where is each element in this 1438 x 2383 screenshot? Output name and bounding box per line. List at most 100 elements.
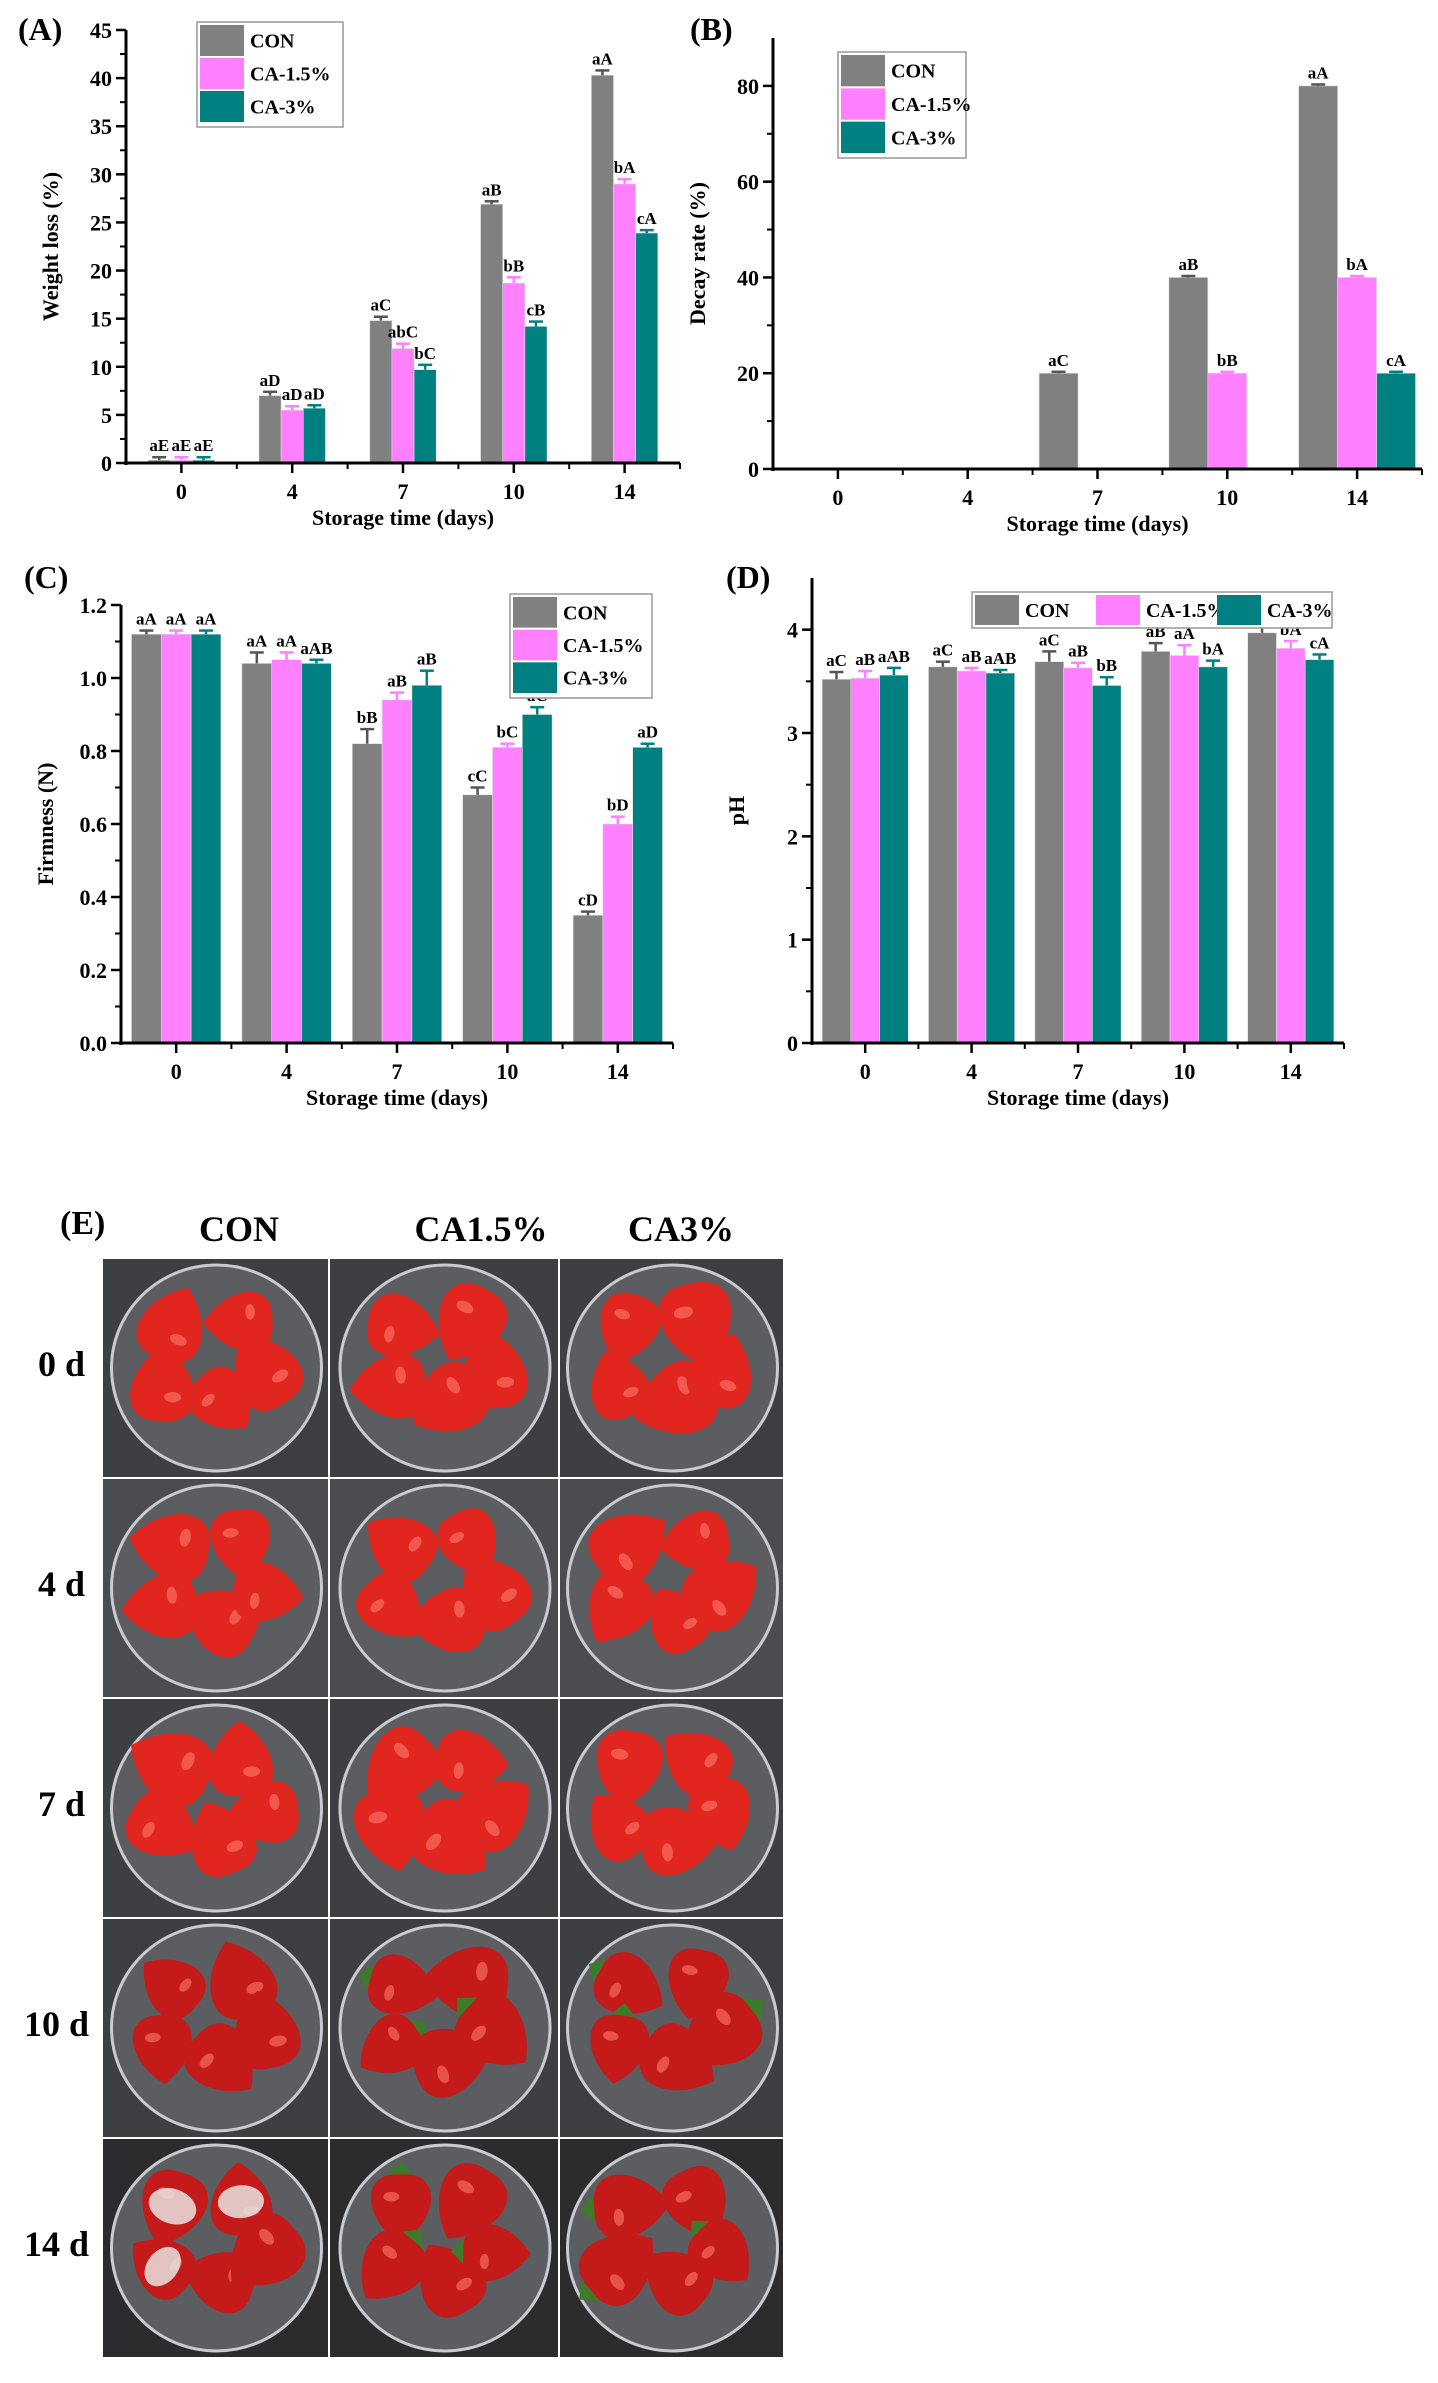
strawberry xyxy=(662,2165,726,2239)
firmness-y-tick-label: 1.0 xyxy=(80,666,108,691)
strawberry xyxy=(125,1790,198,1856)
strawberry xyxy=(131,1733,214,1807)
decay-rate-y-tick-label: 20 xyxy=(737,361,759,386)
weight-loss-y-tick-label: 15 xyxy=(90,307,112,332)
decay-rate-bar xyxy=(1038,372,1079,470)
strawberry-body xyxy=(353,1787,425,1872)
column-header-con: CON xyxy=(199,1209,279,1249)
weight-loss-x-tick-label: 0 xyxy=(176,479,187,504)
weight-loss-y-tick-label: 20 xyxy=(90,259,112,284)
strawberry-calyx xyxy=(741,1997,764,2022)
weight-loss-y-tick-label: 5 xyxy=(101,403,112,428)
strawberry-calyx xyxy=(610,2003,636,2018)
strawberry-body xyxy=(593,2174,670,2240)
strawberry-highlight xyxy=(625,1821,640,1835)
ph-bar xyxy=(1198,666,1228,1044)
strawberry xyxy=(203,1291,273,1351)
strawberry-highlight xyxy=(446,1377,460,1394)
weight-loss-significance-label: bA xyxy=(614,158,636,177)
ph-bar xyxy=(1092,685,1122,1044)
decay-rate-x-tick-label: 10 xyxy=(1216,485,1238,510)
strawberry xyxy=(461,1330,528,1409)
firmness-legend-swatch xyxy=(513,662,557,693)
strawberry-body xyxy=(463,2223,531,2282)
decay-rate-y-axis-title: Decay rate (%) xyxy=(685,182,710,325)
strawberry-body xyxy=(578,2234,653,2306)
weight-loss-y-tick-label: 10 xyxy=(90,355,112,380)
decay-rate-bar xyxy=(1168,277,1209,470)
ph-significance-label: aAB xyxy=(878,647,910,666)
strawberry-body xyxy=(685,1992,763,2066)
decay-rate-x-tick-label: 4 xyxy=(962,485,973,510)
strawberry-highlight xyxy=(370,1599,385,1613)
mold-spot xyxy=(217,2185,265,2219)
strawberry-body xyxy=(136,1287,203,1364)
strawberry xyxy=(451,2223,531,2282)
strawberry-calyx xyxy=(580,2194,596,2223)
weight-loss-x-tick-label: 7 xyxy=(398,479,409,504)
strawberry-highlight xyxy=(602,2031,619,2041)
decay-rate-x-tick-label: 14 xyxy=(1346,485,1368,510)
strawberry xyxy=(142,2169,209,2246)
decay-rate-y-tick-label: 60 xyxy=(737,170,759,195)
strawberry-highlight xyxy=(269,2035,287,2047)
firmness-bar xyxy=(411,684,443,1044)
strawberry xyxy=(360,2013,427,2073)
decay-rate-y-tick-label: 40 xyxy=(737,265,759,290)
strawberry-highlight xyxy=(166,1586,178,1604)
strawberry-highlight xyxy=(700,1522,710,1539)
ph-significance-label: aB xyxy=(1068,642,1088,661)
ph-legend-swatch xyxy=(1217,595,1261,625)
decay-rate-y-tick-label: 80 xyxy=(737,74,759,99)
strawberry xyxy=(233,1990,301,2070)
strawberry-highlight xyxy=(684,2271,698,2287)
ph-y-tick-label: 1 xyxy=(787,928,798,953)
firmness-y-tick-label: 0.0 xyxy=(80,1031,108,1056)
firmness-legend-label: CA-3% xyxy=(563,668,629,690)
firmness-significance-label: aA xyxy=(276,631,298,650)
strawberry xyxy=(356,1571,420,1637)
firmness-bar xyxy=(522,714,553,1044)
weight-loss-x-axis-title: Storage time (days) xyxy=(312,505,494,530)
strawberry-body xyxy=(230,2212,306,2286)
strawberry-highlight xyxy=(681,1965,698,1976)
strawberry-highlight xyxy=(683,1617,698,1630)
row-header-14d: 14 d xyxy=(24,2224,90,2264)
strawberry xyxy=(121,1573,198,1638)
decay-rate-chart: (B) aC aB aA bB bA cA 0 20 40 60 80 0 4 7 10 14 Storage t… xyxy=(685,11,1423,536)
strawberry xyxy=(600,1292,662,1363)
firmness-y-tick-label: 0.4 xyxy=(80,885,108,910)
ph-legend-swatch xyxy=(975,595,1019,625)
firmness-significance-label: bB xyxy=(357,708,378,727)
strawberry-highlight xyxy=(259,2228,274,2245)
weight-loss-significance-label: aD xyxy=(304,384,325,403)
strawberry-highlight xyxy=(199,2053,214,2068)
strawberry-highlight xyxy=(368,1811,388,1824)
strawberry-body xyxy=(130,1345,195,1422)
photo-cell xyxy=(330,1699,558,1917)
row-header-4d: 4 d xyxy=(38,1564,86,1604)
ph-x-tick-label: 7 xyxy=(1073,1059,1084,1084)
firmness-significance-label: bD xyxy=(607,796,629,815)
strawberry-highlight xyxy=(716,2008,731,2025)
strawberry-body xyxy=(129,1514,210,1582)
weight-loss-significance-label: aA xyxy=(592,49,614,68)
photo-cell xyxy=(560,1479,783,1697)
decay-rate-significance-label: bB xyxy=(1217,351,1238,370)
strawberry-calyx xyxy=(588,1959,607,1982)
weight-loss-bar xyxy=(480,203,504,464)
strawberry-body xyxy=(593,1951,663,2014)
strawberry-highlight xyxy=(269,1793,280,1811)
mold-spot xyxy=(144,2246,181,2287)
ph-bar xyxy=(821,678,852,1044)
ph-significance-label: aC xyxy=(826,651,847,670)
strawberry xyxy=(589,1569,656,1642)
strawberry-body xyxy=(596,1730,663,1809)
strawberry-body xyxy=(453,1780,529,1853)
strawberry-highlight xyxy=(249,1592,260,1609)
strawberry-body xyxy=(591,1350,651,1420)
strawberry-calyx xyxy=(402,2229,424,2249)
ph-y-tick-label: 2 xyxy=(787,824,798,849)
photo-cell xyxy=(330,1919,558,2137)
firmness-y-tick-label: 0.6 xyxy=(80,812,108,837)
